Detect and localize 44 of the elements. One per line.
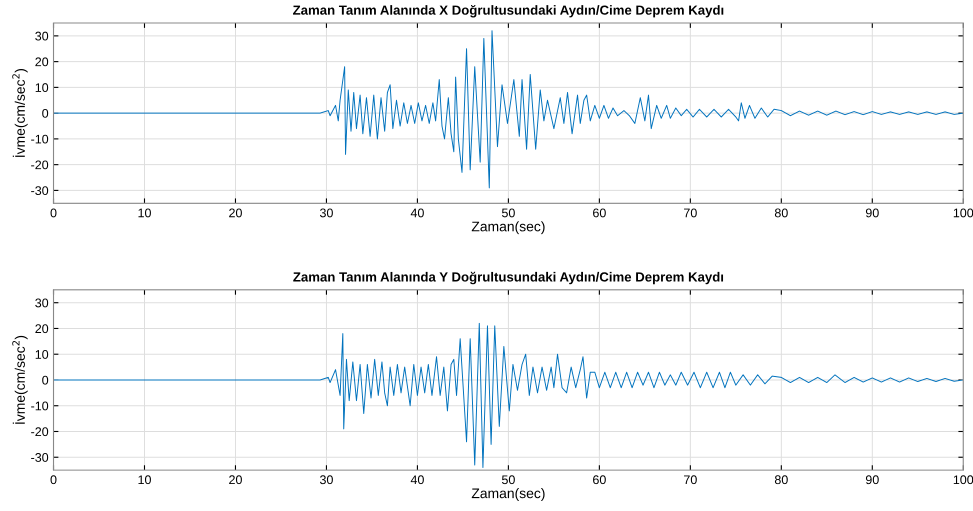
line-series (54, 322, 964, 468)
y-tick-label: 20 (35, 57, 48, 66)
x-tick-label: 50 (502, 208, 515, 218)
y-axis-title: İvme(cm/sec$^{2}$) (12, 336, 28, 424)
x-tick-label: 100 (954, 208, 973, 218)
x-tick-label: 10 (138, 208, 151, 218)
y-tick-label: -20 (31, 160, 48, 170)
y-tick-label: 10 (36, 83, 48, 92)
y-tick-label: -20 (31, 427, 48, 436)
x-tick-label: 80 (774, 475, 788, 484)
x-tick-label: 40 (410, 208, 424, 218)
x-axis-title: Zaman(sec) (472, 488, 545, 501)
y-axis-title: İvme(cm/sec$^{2}$) (12, 69, 28, 157)
line-series (54, 30, 964, 188)
x-tick-label: 0 (50, 475, 56, 484)
x-tick-label: 90 (866, 208, 879, 218)
x-tick-label: 60 (593, 475, 606, 484)
x-tick-label: 0 (50, 208, 56, 218)
y-tick-label: 30 (35, 298, 48, 308)
y-tick-label: -30 (31, 453, 48, 462)
x-tick-label: 30 (320, 208, 333, 218)
y-tick-label: -10 (31, 402, 48, 410)
x-tick-label: 20 (229, 475, 242, 484)
x-tick-label: 90 (866, 475, 879, 484)
x-tick-label: 70 (684, 475, 697, 484)
x-tick-label: 20 (229, 208, 242, 218)
y-tick-label: 10 (36, 350, 48, 359)
x-tick-label: 30 (320, 475, 333, 484)
chart-title: Zaman Tanım Alanında Y Doğrultusundaki Aydın/Cime Deprem Kaydı (293, 272, 724, 284)
x-tick-label: 60 (593, 208, 606, 218)
chart-title: Zaman Tanım Alanında X Doğrultusundaki Aydın/Cime Deprem Kaydı (293, 4, 724, 18)
y-tick-label: 30 (35, 32, 48, 41)
x-tick-label: 10 (138, 475, 151, 484)
x-tick-label: 80 (774, 208, 788, 218)
x-tick-label: 50 (502, 475, 515, 484)
x-tick-label: 40 (410, 475, 424, 484)
y-tick-label: -30 (31, 186, 48, 196)
y-tick-label: 0 (42, 108, 48, 118)
y-tick-label: 0 (42, 376, 48, 385)
y-tick-label: 20 (35, 324, 48, 334)
x-axis-title: Zaman(sec) (472, 221, 545, 234)
x-tick-label: 70 (684, 208, 697, 218)
y-tick-label: -10 (31, 134, 48, 144)
x-tick-label: 100 (954, 475, 973, 484)
